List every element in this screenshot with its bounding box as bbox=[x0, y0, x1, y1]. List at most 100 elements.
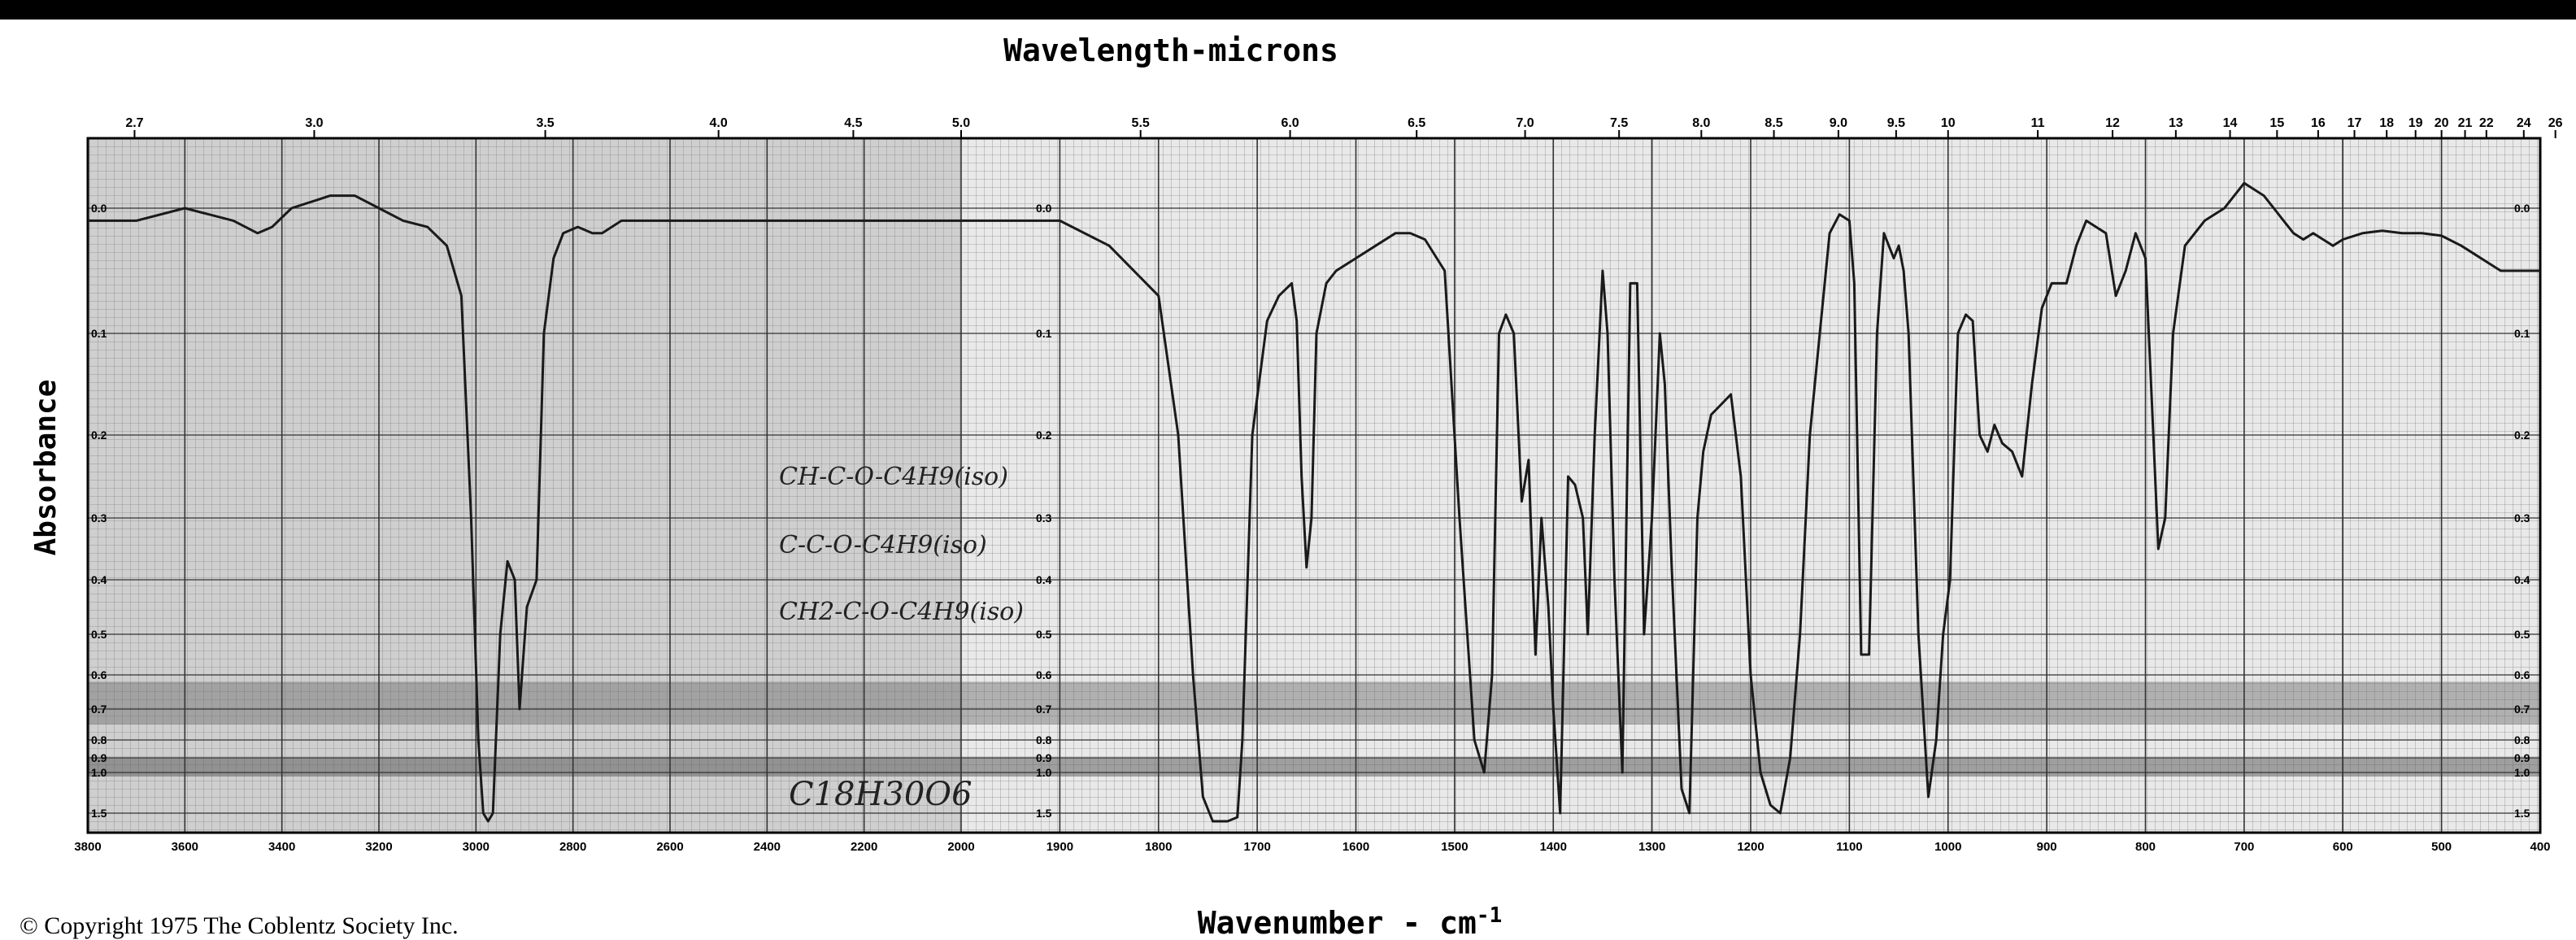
y-tick-label-left: 0.2 bbox=[91, 429, 107, 442]
x-tick-label: 1400 bbox=[1540, 840, 1567, 854]
y-tick-label-inner: 0.6 bbox=[1036, 668, 1052, 681]
y-tick-label-right: 0.5 bbox=[2514, 628, 2530, 641]
y-tick-label-inner: 0.7 bbox=[1036, 703, 1052, 716]
y-tick-label-left: 0.5 bbox=[91, 628, 107, 641]
x-tick-label: 700 bbox=[2234, 840, 2254, 854]
x-tick-label: 3800 bbox=[74, 840, 101, 854]
structure-annotation: C-C-O-C4H9(iso) bbox=[779, 531, 987, 559]
y-tick-label-left: 1.5 bbox=[91, 807, 107, 820]
y-tick-label-inner: 1.5 bbox=[1036, 807, 1052, 820]
y-tick-label-right: 0.3 bbox=[2514, 511, 2530, 524]
y-tick-label-right: 0.0 bbox=[2514, 202, 2530, 215]
y-axis-labels-left: 0.0 0.1 0.2 0.3 0.4 0.5 0.6 0.7 0.8 0.9 1.0 1.5 bbox=[91, 202, 107, 820]
x-tick-label: 2000 bbox=[947, 840, 974, 854]
top-tick-label: 11 bbox=[2031, 116, 2045, 130]
dark-band-lower bbox=[88, 758, 2540, 777]
y-tick-label-inner: 0.0 bbox=[1036, 202, 1052, 215]
structure-annotation: CH-C-O-C4H9(iso) bbox=[779, 463, 1008, 491]
top-tick-label: 6.0 bbox=[1281, 116, 1299, 130]
x-tick-label: 3200 bbox=[365, 840, 392, 854]
top-tick-label: 7.0 bbox=[1516, 116, 1534, 130]
y-axis-labels-right: 0.0 0.1 0.2 0.3 0.4 0.5 0.6 0.7 0.8 0.9 1.0 1.5 bbox=[2514, 202, 2530, 820]
x-tick-label: 2400 bbox=[754, 840, 781, 854]
copyright-notice: © Copyright 1975 The Coblentz Society In… bbox=[20, 912, 459, 939]
top-tick-label: 10 bbox=[1941, 116, 1956, 130]
x-tick-label: 3400 bbox=[268, 840, 295, 854]
y-tick-label-right: 0.7 bbox=[2514, 703, 2530, 716]
top-tick-label: 8.0 bbox=[1692, 116, 1710, 130]
top-tick-label: 5.5 bbox=[1132, 116, 1150, 130]
y-axis-labels-inner: 0.0 0.1 0.2 0.3 0.4 0.5 0.6 0.7 0.8 0.9 1.0 1.5 bbox=[1036, 202, 1052, 820]
y-tick-label-right: 0.4 bbox=[2514, 573, 2530, 586]
top-tick-label: 5.0 bbox=[952, 116, 970, 130]
x-tick-label: 3600 bbox=[172, 840, 198, 854]
x-tick-label: 1000 bbox=[1934, 840, 1961, 854]
grid bbox=[86, 137, 2542, 834]
y-tick-label-left: 0.3 bbox=[91, 511, 107, 524]
top-tick-label: 21 bbox=[2458, 116, 2473, 130]
top-tick-label: 4.5 bbox=[844, 116, 862, 130]
y-tick-label-right: 0.9 bbox=[2514, 751, 2530, 764]
top-tick-label: 17 bbox=[2348, 116, 2362, 130]
y-tick-label-inner: 0.9 bbox=[1036, 751, 1052, 764]
x-tick-label: 2600 bbox=[656, 840, 683, 854]
top-tick-label: 9.0 bbox=[1830, 116, 1847, 130]
annotations: CH-C-O-C4H9(iso) C-C-O-C4H9(iso) CH2-C-O-C… bbox=[779, 463, 1024, 813]
y-tick-label-right: 0.8 bbox=[2514, 733, 2530, 746]
y-tick-label-inner: 0.4 bbox=[1036, 573, 1052, 586]
top-tick-label: 12 bbox=[2105, 116, 2120, 130]
y-tick-label-right: 0.2 bbox=[2514, 429, 2530, 442]
y-tick-label-left: 0.0 bbox=[91, 202, 107, 215]
x-tick-label: 1100 bbox=[1836, 840, 1863, 854]
x-axis-title-superscript: -1 bbox=[1477, 903, 1502, 928]
x-tick-label: 2200 bbox=[851, 840, 877, 854]
top-tick-label: 20 bbox=[2435, 116, 2449, 130]
top-tick-label: 19 bbox=[2408, 116, 2423, 130]
spectrum-line-0 bbox=[88, 181, 2540, 823]
y-tick-label-left: 0.4 bbox=[91, 573, 107, 586]
top-tick-label: 4.0 bbox=[710, 116, 728, 130]
top-tick-label: 3.5 bbox=[536, 116, 554, 130]
x-tick-label: 2800 bbox=[559, 840, 586, 854]
x-tick-label: 900 bbox=[2037, 840, 2057, 854]
y-tick-label-inner: 0.3 bbox=[1036, 511, 1052, 524]
top-tick-label: 6.5 bbox=[1408, 116, 1425, 130]
plot-area bbox=[88, 138, 2540, 833]
plot-frame bbox=[86, 137, 2542, 834]
top-tick-label: 2.7 bbox=[125, 116, 143, 130]
fine-grid bbox=[88, 138, 2540, 833]
top-tick-label: 22 bbox=[2479, 116, 2494, 130]
y-tick-label-right: 1.0 bbox=[2514, 766, 2530, 779]
top-tick-label: 15 bbox=[2269, 116, 2284, 130]
structure-annotation: CH2-C-O-C4H9(iso) bbox=[779, 598, 1024, 626]
top-tick-label: 7.5 bbox=[1610, 116, 1628, 130]
dark-band-upper bbox=[88, 681, 2540, 725]
x-tick-label: 3000 bbox=[463, 840, 490, 854]
x-tick-label: 400 bbox=[2530, 840, 2550, 854]
x-axis-title-text: Wavenumber - cm bbox=[1198, 905, 1477, 937]
chart-title: Wavelength-microns bbox=[1003, 33, 1338, 68]
x-tick-label: 1700 bbox=[1243, 840, 1270, 854]
y-tick-label-inner: 0.5 bbox=[1036, 628, 1052, 641]
top-tick-label: 24 bbox=[2517, 116, 2531, 130]
y-tick-label-inner: 0.1 bbox=[1036, 327, 1052, 340]
x-tick-label: 1500 bbox=[1441, 840, 1468, 854]
y-tick-label-inner: 1.0 bbox=[1036, 766, 1052, 779]
x-axis-title: Wavenumber - cm-1 bbox=[1198, 903, 1502, 937]
top-tick-label: 8.5 bbox=[1764, 116, 1782, 130]
top-tick-label: 13 bbox=[2169, 116, 2183, 130]
top-tick-label: 3.0 bbox=[305, 116, 323, 130]
x-tick-label: 1900 bbox=[1046, 840, 1073, 854]
y-tick-label-inner: 0.2 bbox=[1036, 429, 1052, 442]
top-tick-label: 14 bbox=[2223, 116, 2238, 130]
x-tick-label: 1800 bbox=[1145, 840, 1172, 854]
series-layer bbox=[88, 181, 2540, 823]
x-axis-labels: 3800 3600 3400 3200 3000 2800 2600 2400 2200 2000… bbox=[74, 840, 2550, 854]
y-tick-label-right: 0.1 bbox=[2514, 327, 2530, 340]
structure-annotation: C18H30O6 bbox=[789, 776, 973, 813]
top-tick-label: 18 bbox=[2379, 116, 2394, 130]
y-tick-label-right: 1.5 bbox=[2514, 807, 2530, 820]
y-axis-title: Absorbance bbox=[29, 380, 63, 556]
x-tick-label: 500 bbox=[2431, 840, 2452, 854]
